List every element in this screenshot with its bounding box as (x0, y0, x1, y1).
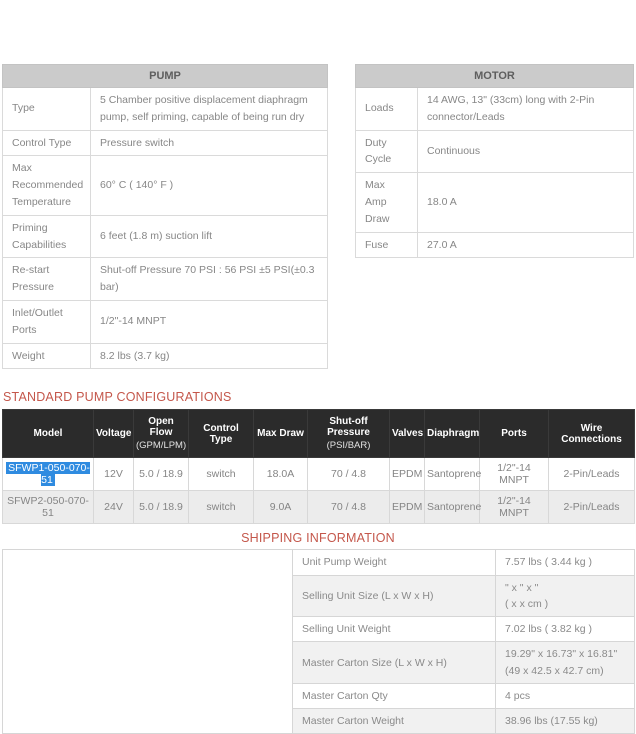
spec-value: 5 Chamber positive displacement diaphrag… (90, 87, 328, 131)
selected-model-text: SFWP1-050-070-51 (6, 462, 90, 487)
spec-label: Duty Cycle (355, 129, 418, 174)
pump-spec-table: PUMP Type 5 Chamber positive displacemen… (2, 64, 328, 370)
shipping-value: 4 pcs (495, 682, 635, 710)
product-image-placeholder (2, 549, 293, 734)
motor-table-title: MOTOR (355, 64, 634, 88)
open-flow-cell: 5.0 / 18.9 (133, 457, 189, 492)
table-row: Type 5 Chamber positive displacement dia… (2, 87, 328, 131)
table-row: Weight 8.2 lbs (3.7 kg) (2, 342, 328, 370)
spec-value: 1/2"-14 MNPT (90, 299, 328, 344)
spec-value: 14 AWG, 13" (33cm) long with 2-Pin conne… (417, 87, 634, 131)
table-row: Priming Capabilities 6 feet (1.8 m) suct… (2, 214, 328, 259)
shipping-label: Master Carton Weight (292, 708, 496, 734)
shipping-label: Selling Unit Weight (292, 616, 496, 643)
spec-label: Type (2, 87, 91, 131)
control-type-cell: switch (188, 490, 254, 525)
control-type-cell: switch (188, 457, 254, 492)
column-header-max-draw: Max Draw (253, 409, 308, 459)
column-header-voltage: Voltage (93, 409, 134, 459)
shipping-value: 19.29" x 16.73" x 16.81" (49 x 42.5 x 42… (495, 641, 635, 684)
configurations-table: Model Voltage Open Flow (GPM/LPM) Control… (2, 409, 635, 525)
table-row: SFWP2-050-070-51 24V 5.0 / 18.9 switch 9… (2, 490, 635, 525)
ports-cell: 1/2"-14 MNPT (479, 457, 549, 492)
column-header-model: Model (2, 409, 94, 459)
shipping-value: 7.02 lbs ( 3.82 kg ) (495, 616, 635, 643)
table-row: Fuse 27.0 A (355, 231, 634, 259)
spec-label: Control Type (2, 129, 91, 157)
shipping-label: Master Carton Size (L x W x H) (292, 641, 496, 684)
diaphragm-cell: Santoprene (424, 490, 481, 525)
spec-label: Loads (355, 87, 418, 131)
column-header-valves: Valves (389, 409, 425, 459)
configurations-section-title: STANDARD PUMP CONFIGURATIONS (3, 390, 232, 405)
table-row: Re-start Pressure Shut-off Pressure 70 P… (2, 257, 328, 301)
spec-label: Fuse (355, 231, 418, 259)
spec-value: 6 feet (1.8 m) suction lift (90, 214, 328, 259)
shipping-table: Unit Pump Weight 7.57 lbs ( 3.44 kg ) Se… (2, 549, 635, 734)
spec-value: Continuous (417, 129, 634, 174)
max-draw-cell: 18.0A (253, 457, 308, 492)
table-row: Duty Cycle Continuous (355, 129, 634, 174)
diaphragm-cell: Santoprene (424, 457, 481, 492)
spec-label: Re-start Pressure (2, 257, 91, 301)
spec-label: Inlet/Outlet Ports (2, 299, 91, 344)
shipping-label: Master Carton Qty (292, 682, 496, 710)
voltage-cell: 12V (93, 457, 134, 492)
column-header-shutoff-pressure: Shut-off Pressure (PSI/BAR) (307, 409, 390, 459)
spec-value: 18.0 A (417, 172, 634, 233)
spec-label: Weight (2, 342, 91, 370)
ports-cell: 1/2"-14 MNPT (479, 490, 549, 525)
model-cell: SFWP2-050-070-51 (2, 490, 94, 525)
valves-cell: EPDM (389, 490, 425, 525)
spec-value: 8.2 lbs (3.7 kg) (90, 342, 328, 370)
shutoff-cell: 70 / 4.8 (307, 490, 390, 525)
spec-label: Max Amp Draw (355, 172, 418, 233)
table-row: PUMP (2, 64, 328, 88)
shipping-value: " x " x " ( x x cm ) (495, 574, 635, 618)
shipping-value: 38.96 lbs (17.55 kg) (495, 708, 635, 734)
table-row: Max Recommended Temperature 60° C ( 140°… (2, 155, 328, 216)
column-header-control-type: Control Type (188, 409, 254, 459)
shipping-label: Selling Unit Size (L x W x H) (292, 574, 496, 618)
column-header-ports: Ports (479, 409, 549, 459)
spec-value: 60° C ( 140° F ) (90, 155, 328, 216)
table-header-row: Model Voltage Open Flow (GPM/LPM) Control… (2, 409, 635, 459)
spec-value: 27.0 A (417, 231, 634, 259)
shutoff-cell: 70 / 4.8 (307, 457, 390, 492)
table-row: Loads 14 AWG, 13" (33cm) long with 2-Pin… (355, 87, 634, 131)
table-row: MOTOR (355, 64, 634, 88)
table-row: Unit Pump Weight 7.57 lbs ( 3.44 kg ) (2, 549, 635, 734)
shipping-value: 7.57 lbs ( 3.44 kg ) (495, 549, 635, 576)
column-header-diaphragm: Diaphragm (424, 409, 480, 459)
table-row: SFWP1-050-070-51 12V 5.0 / 18.9 switch 1… (2, 457, 635, 492)
spec-label: Max Recommended Temperature (2, 155, 91, 216)
pump-table-title: PUMP (2, 64, 328, 88)
shipping-label: Unit Pump Weight (292, 549, 496, 576)
wire-cell: 2-Pin/Leads (548, 490, 635, 525)
spec-value: Pressure switch (90, 129, 328, 157)
open-flow-cell: 5.0 / 18.9 (133, 490, 189, 525)
valves-cell: EPDM (389, 457, 425, 492)
column-header-open-flow: Open Flow (GPM/LPM) (133, 409, 189, 459)
shipping-section-title: SHIPPING INFORMATION (241, 531, 395, 546)
max-draw-cell: 9.0A (253, 490, 308, 525)
column-header-wire-connections: Wire Connections (548, 409, 635, 459)
table-row: Control Type Pressure switch (2, 129, 328, 157)
motor-spec-table: MOTOR Loads 14 AWG, 13" (33cm) long with… (355, 64, 634, 259)
spec-value: Shut-off Pressure 70 PSI : 56 PSI ±5 PSI… (90, 257, 328, 301)
spec-label: Priming Capabilities (2, 214, 91, 259)
model-cell: SFWP1-050-070-51 (2, 457, 94, 492)
spec-sheet-page: PUMP Type 5 Chamber positive displacemen… (0, 64, 636, 734)
voltage-cell: 24V (93, 490, 134, 525)
table-row: Inlet/Outlet Ports 1/2"-14 MNPT (2, 299, 328, 344)
table-row: Max Amp Draw 18.0 A (355, 172, 634, 233)
wire-cell: 2-Pin/Leads (548, 457, 635, 492)
top-spec-tables: PUMP Type 5 Chamber positive displacemen… (2, 64, 634, 370)
